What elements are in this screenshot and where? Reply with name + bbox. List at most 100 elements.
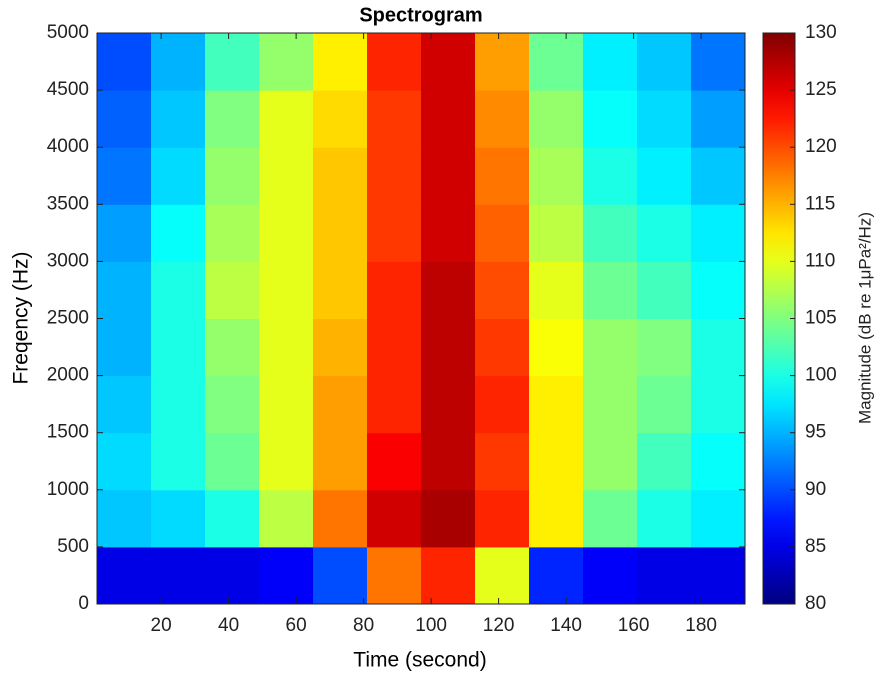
heat-cell (97, 375, 152, 434)
heat-cell (529, 432, 584, 491)
heat-cell (583, 318, 638, 377)
heat-cell (529, 90, 584, 148)
heat-cell (97, 489, 152, 548)
heat-cell (367, 432, 422, 491)
colorbar-tick-label: 110 (805, 250, 835, 271)
chart-title: Spectrogram (359, 4, 482, 26)
colorbar-tick-label: 115 (805, 193, 835, 214)
heat-cell (691, 147, 746, 205)
heat-cell (583, 432, 638, 491)
heat-cell (583, 204, 638, 262)
heat-cell (529, 204, 584, 262)
heat-cell (367, 33, 422, 91)
x-tick-label: 20 (151, 615, 172, 636)
heat-cell (583, 33, 638, 91)
heat-cell (205, 489, 260, 548)
heat-cell (313, 318, 368, 377)
x-tick-label: 40 (218, 615, 239, 636)
heat-cell (691, 33, 746, 91)
heat-cell (421, 375, 476, 434)
heat-cell (367, 318, 422, 377)
heat-cell (475, 147, 530, 205)
heat-cell (205, 261, 260, 319)
heat-cell (421, 204, 476, 262)
heat-cell (259, 489, 314, 548)
heat-cell (97, 261, 152, 319)
heat-cell (259, 375, 314, 434)
heat-cell (259, 147, 314, 205)
x-tick-label: 180 (685, 615, 717, 636)
heat-cell (151, 432, 206, 491)
heat-cell (205, 432, 260, 491)
heat-cell (475, 432, 530, 491)
y-tick-label: 4500 (47, 79, 89, 100)
heat-cell (313, 546, 368, 605)
y-tick-label: 2500 (47, 308, 89, 329)
heat-cell (367, 375, 422, 434)
heat-cell (313, 432, 368, 491)
heat-cell (421, 546, 476, 605)
heat-cell (583, 147, 638, 205)
colorbar-tick-label: 130 (805, 22, 837, 43)
y-tick-label: 0 (78, 593, 89, 614)
y-tick-label: 1500 (47, 422, 89, 443)
heat-cell (691, 318, 746, 377)
heat-cell (259, 204, 314, 262)
x-tick-label: 80 (353, 615, 374, 636)
heat-cell (151, 147, 206, 205)
heat-cell (367, 204, 422, 262)
heat-cell (97, 204, 152, 262)
colorbar-tick-label: 85 (805, 536, 826, 557)
colorbar-tick-label: 95 (805, 422, 826, 443)
heat-cell (583, 261, 638, 319)
heat-cell (529, 318, 584, 377)
heat-cell (637, 33, 692, 91)
heat-cell (205, 90, 260, 148)
heat-cell (151, 546, 206, 605)
y-axis-label: Freqency (Hz) (10, 251, 33, 384)
heat-cell (151, 375, 206, 434)
heat-cell (313, 204, 368, 262)
heat-cell (313, 90, 368, 148)
heat-cell (205, 375, 260, 434)
heat-cell (205, 204, 260, 262)
heat-cell (421, 147, 476, 205)
heat-cell (313, 147, 368, 205)
heat-cell (313, 33, 368, 91)
heat-cell (313, 261, 368, 319)
heat-cell (367, 261, 422, 319)
x-tick-label: 100 (415, 615, 447, 636)
x-tick-label: 140 (550, 615, 582, 636)
y-tick-label: 3000 (47, 250, 89, 271)
heat-cell (367, 90, 422, 148)
heat-cell (367, 147, 422, 205)
heat-cell (475, 204, 530, 262)
heat-cell (97, 432, 152, 491)
colorbar-tick-label: 125 (805, 79, 837, 100)
heat-cell (313, 375, 368, 434)
heat-cell (583, 546, 638, 605)
colorbar-tick-label: 100 (805, 365, 837, 386)
colorbar-tick-label: 105 (805, 308, 837, 329)
colorbar-tick-label: 90 (805, 479, 826, 500)
heat-cell (259, 432, 314, 491)
heat-cell (259, 318, 314, 377)
colorbar-tick-label: 120 (805, 136, 837, 157)
heat-cell (529, 261, 584, 319)
y-tick-label: 4000 (47, 136, 89, 157)
colorbar-tick-label: 80 (805, 593, 826, 614)
heat-cell (583, 375, 638, 434)
heat-cell (691, 432, 746, 491)
x-tick-label: 160 (618, 615, 650, 636)
heat-cell (475, 375, 530, 434)
heat-cell (637, 261, 692, 319)
y-tick-label: 5000 (47, 22, 89, 43)
heat-cell (529, 375, 584, 434)
heat-cell (637, 432, 692, 491)
heat-cell (529, 546, 584, 605)
y-tick-label: 1000 (47, 479, 89, 500)
heat-cell (583, 90, 638, 148)
heat-cell (475, 489, 530, 548)
heat-cell (205, 33, 260, 91)
